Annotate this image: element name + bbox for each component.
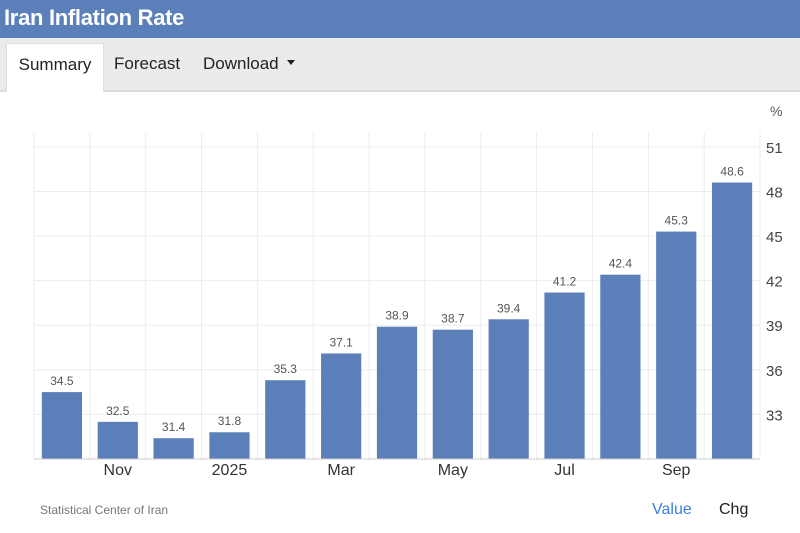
inflation-bar-chart: 33 36 39 42 45 48 51% 34.5 32.5 31.4 31.8 35.3 37.1 3… bbox=[33, 103, 783, 479]
bar-value-label: 31.8 bbox=[218, 414, 242, 428]
bar bbox=[97, 421, 138, 459]
bar-value-label: 32.5 bbox=[106, 404, 130, 418]
tab-summary[interactable]: Summary bbox=[6, 43, 104, 92]
bar-value-label: 42.4 bbox=[609, 257, 633, 271]
y-tick-label: 51 bbox=[766, 140, 783, 157]
source-label: Statistical Center of Iran bbox=[40, 503, 169, 517]
bar-value-label: 38.7 bbox=[441, 312, 465, 326]
bar-value-label: 31.4 bbox=[162, 420, 186, 434]
value-toggle[interactable]: Value bbox=[652, 501, 692, 518]
x-tick-label: 2025 bbox=[212, 462, 248, 479]
bar-value-label: 37.1 bbox=[329, 335, 353, 349]
chart-area: 33 36 39 42 45 48 51% 34.5 32.5 31.4 31.8 35.3 37.1 3… bbox=[0, 92, 800, 533]
y-unit-label: % bbox=[770, 103, 782, 119]
bar bbox=[488, 319, 529, 459]
bar bbox=[376, 326, 418, 459]
bar-value-label: 34.5 bbox=[50, 374, 74, 388]
bar bbox=[600, 274, 641, 459]
x-tick-label: Sep bbox=[662, 462, 691, 479]
x-tick-label: May bbox=[438, 462, 468, 479]
bar-value-label: 38.9 bbox=[385, 309, 409, 323]
tab-forecast[interactable]: Forecast bbox=[114, 54, 181, 73]
bar bbox=[656, 231, 697, 459]
bar-value-label: 35.3 bbox=[274, 362, 298, 376]
y-tick-label: 48 bbox=[766, 184, 783, 201]
bar bbox=[265, 380, 306, 459]
bar bbox=[153, 438, 194, 459]
bar bbox=[544, 292, 585, 459]
y-tick-label: 39 bbox=[766, 318, 783, 335]
page-title: Iran Inflation Rate bbox=[4, 5, 185, 30]
bar-value-label: 41.2 bbox=[553, 275, 577, 289]
caret-down-icon bbox=[286, 60, 295, 66]
bar bbox=[321, 353, 362, 459]
tab-download[interactable]: Download bbox=[203, 44, 295, 90]
y-tick-label: 33 bbox=[766, 407, 783, 424]
bar-value-label: 39.4 bbox=[497, 301, 521, 315]
tab-download-label: Download bbox=[203, 54, 279, 73]
chg-toggle[interactable]: Chg bbox=[719, 501, 749, 518]
bar-value-label: 48.6 bbox=[720, 165, 744, 179]
x-tick-label: Nov bbox=[104, 462, 132, 479]
bar bbox=[209, 432, 250, 459]
x-tick-label: Jul bbox=[554, 462, 574, 479]
bar-value-label: 45.3 bbox=[665, 214, 689, 228]
tab-bar: Summary Forecast Download bbox=[0, 38, 800, 92]
y-tick-label: 42 bbox=[766, 274, 783, 291]
x-tick-label: Mar bbox=[327, 462, 355, 479]
y-tick-label: 45 bbox=[766, 229, 783, 246]
bar bbox=[711, 182, 753, 459]
y-tick-label: 36 bbox=[766, 363, 783, 380]
header-bar: Iran Inflation Rate bbox=[0, 0, 800, 38]
bar bbox=[432, 329, 473, 459]
bar bbox=[41, 392, 83, 459]
